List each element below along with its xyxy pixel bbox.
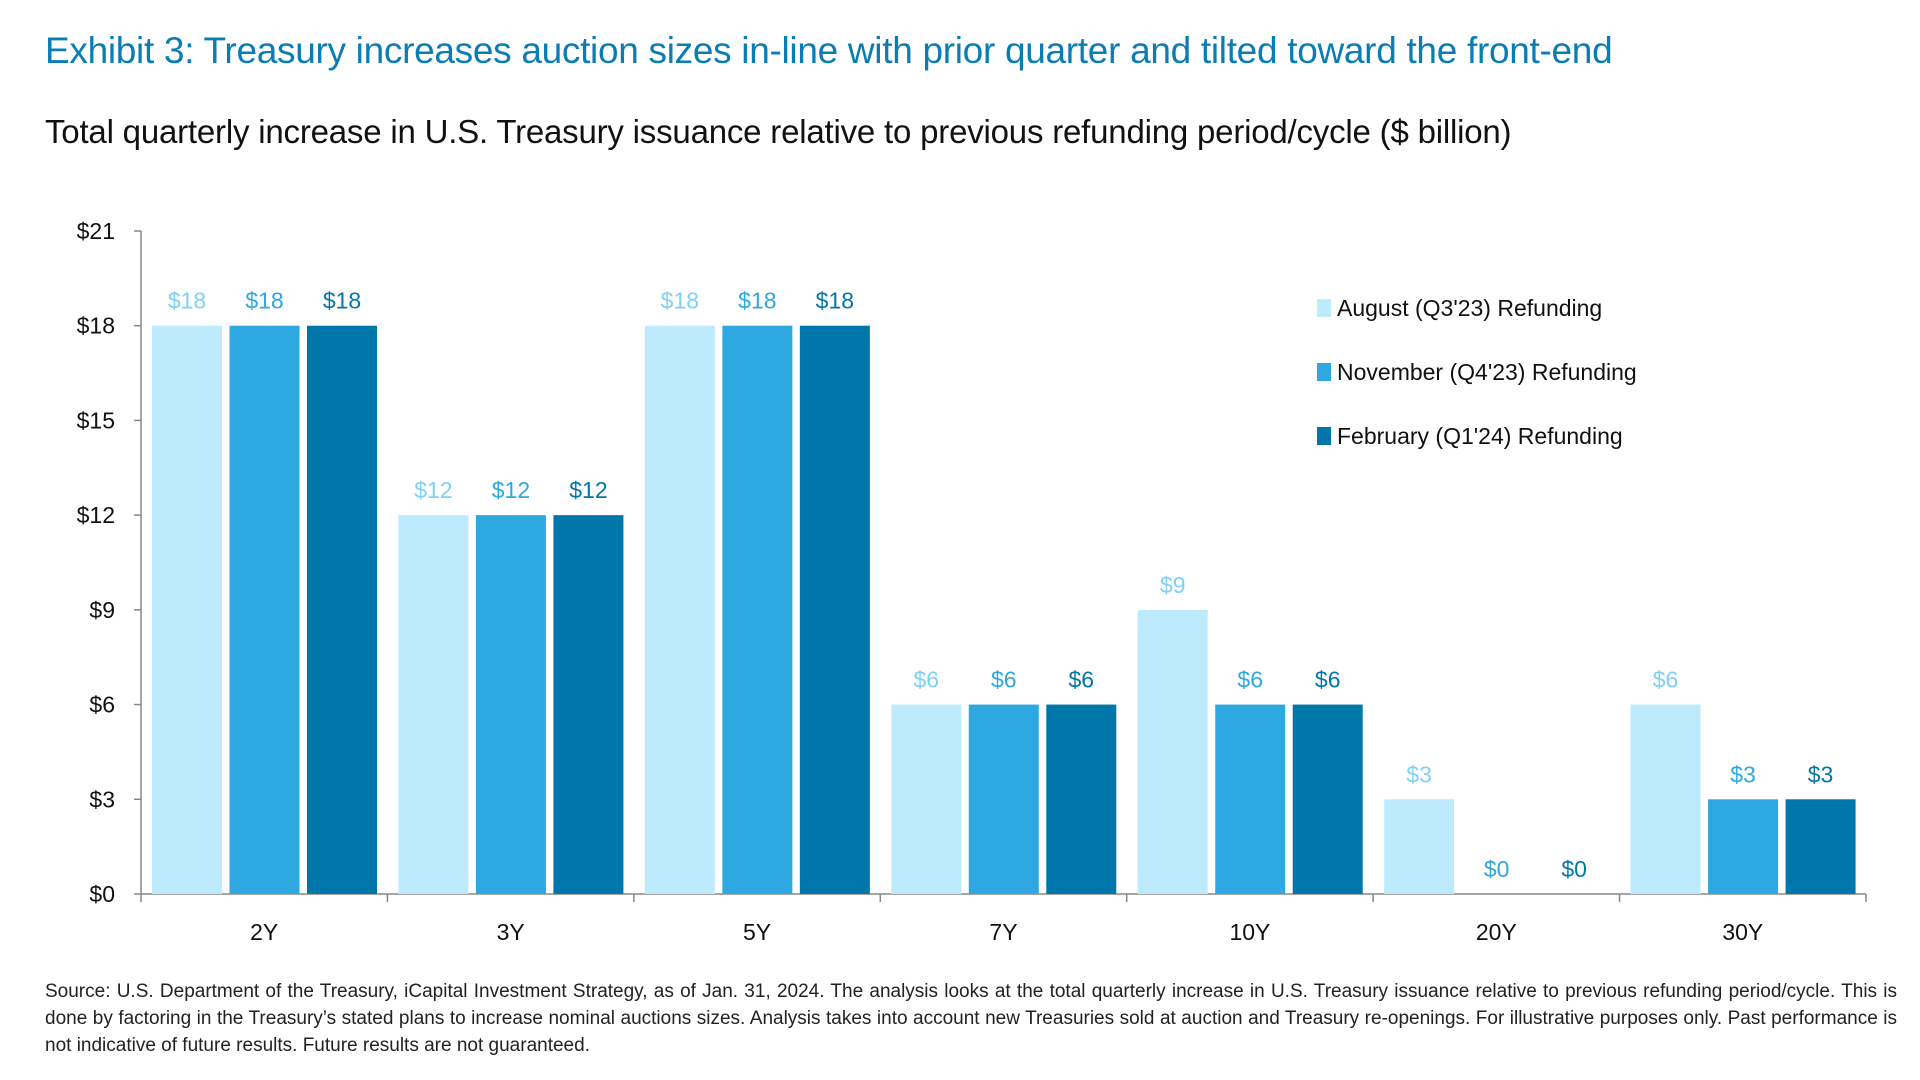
x-tick-label: 30Y bbox=[1722, 919, 1763, 945]
y-tick-label: $3 bbox=[89, 786, 115, 812]
y-tick-label: $18 bbox=[77, 313, 115, 339]
bar bbox=[1785, 799, 1856, 894]
data-label: $3 bbox=[1808, 761, 1834, 787]
legend-swatch bbox=[1317, 363, 1331, 381]
data-label: $18 bbox=[168, 288, 206, 314]
data-label: $6 bbox=[1068, 667, 1094, 693]
data-label: $3 bbox=[1406, 761, 1432, 787]
source-footnote: Source: U.S. Department of the Treasury,… bbox=[45, 981, 1897, 1056]
legend-label: November (Q4'23) Refunding bbox=[1337, 359, 1637, 385]
data-label: $12 bbox=[414, 477, 452, 503]
data-label: $18 bbox=[245, 288, 283, 314]
bar bbox=[644, 325, 715, 894]
bar bbox=[398, 515, 469, 894]
bar bbox=[1137, 609, 1208, 894]
y-tick-label: $12 bbox=[77, 502, 115, 528]
bar bbox=[1384, 799, 1455, 894]
y-tick-label: $15 bbox=[77, 407, 115, 433]
data-label: $6 bbox=[991, 667, 1017, 693]
data-label: $12 bbox=[492, 477, 530, 503]
bar bbox=[229, 325, 300, 894]
bar bbox=[475, 515, 546, 894]
bar bbox=[722, 325, 793, 894]
bar bbox=[553, 515, 624, 894]
data-label: $3 bbox=[1730, 761, 1756, 787]
data-label: $18 bbox=[738, 288, 776, 314]
data-label: $6 bbox=[1653, 667, 1679, 693]
legend-swatch bbox=[1317, 427, 1331, 445]
data-label: $6 bbox=[1315, 667, 1341, 693]
data-label: $0 bbox=[1561, 856, 1587, 882]
data-label: $9 bbox=[1160, 572, 1186, 598]
bar bbox=[1046, 704, 1117, 894]
data-label: $6 bbox=[1237, 667, 1263, 693]
x-tick-label: 20Y bbox=[1476, 919, 1517, 945]
y-tick-label: $9 bbox=[89, 597, 115, 623]
x-tick-label: 5Y bbox=[743, 919, 771, 945]
bar bbox=[968, 704, 1039, 894]
data-label: $18 bbox=[323, 288, 361, 314]
chart-subtitle: Total quarterly increase in U.S. Treasur… bbox=[45, 113, 1512, 150]
data-label: $18 bbox=[816, 288, 854, 314]
bar bbox=[799, 325, 870, 894]
bar bbox=[152, 325, 222, 894]
y-tick-label: $21 bbox=[77, 218, 115, 244]
bar bbox=[1708, 799, 1779, 894]
legend-label: February (Q1'24) Refunding bbox=[1337, 423, 1623, 449]
bar bbox=[1215, 704, 1286, 894]
y-tick-label: $6 bbox=[89, 692, 115, 718]
legend-label: August (Q3'23) Refunding bbox=[1337, 295, 1602, 321]
bar bbox=[891, 704, 962, 894]
x-tick-label: 10Y bbox=[1229, 919, 1270, 945]
legend-swatch bbox=[1317, 299, 1331, 317]
x-tick-label: 3Y bbox=[497, 919, 525, 945]
bar bbox=[307, 325, 377, 894]
bar bbox=[1292, 704, 1363, 894]
x-tick-label: 7Y bbox=[989, 919, 1017, 945]
data-label: $12 bbox=[569, 477, 607, 503]
x-tick-label: 2Y bbox=[250, 919, 278, 945]
data-label: $0 bbox=[1484, 856, 1510, 882]
chart-title: Exhibit 3: Treasury increases auction si… bbox=[45, 30, 1613, 71]
data-label: $18 bbox=[661, 288, 699, 314]
data-label: $6 bbox=[913, 667, 939, 693]
y-tick-label: $0 bbox=[89, 881, 115, 907]
bar bbox=[1630, 704, 1701, 894]
